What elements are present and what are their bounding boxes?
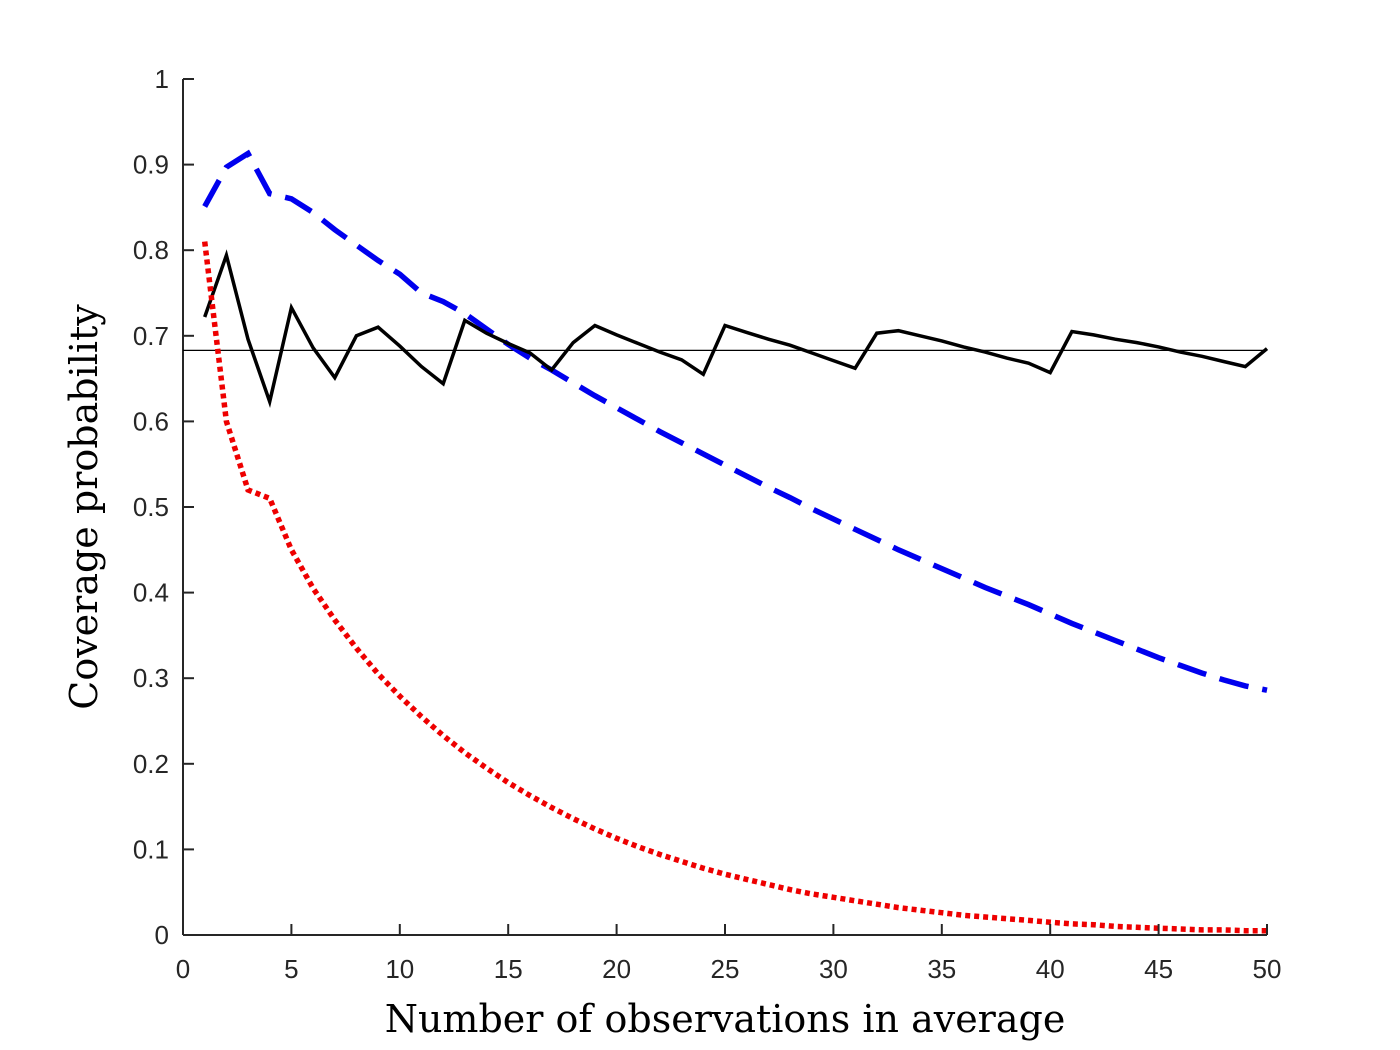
y-tick-label: 0.6 — [133, 406, 169, 436]
series-line-black-solid — [203, 249, 1269, 409]
x-axis-title: Number of observations in average — [385, 997, 1066, 1041]
series-line-red-dotted — [201, 241, 1267, 934]
y-axis-title: Coverage probability — [62, 304, 106, 710]
x-tick-label: 40 — [1036, 954, 1065, 984]
y-tick-label: 0.1 — [133, 834, 169, 864]
y-ticks: 0 0.1 0.2 0.3 0.4 0.5 0.6 0.7 0.8 0.9 1 — [133, 64, 194, 950]
plot-area: 0 5 10 15 20 25 30 35 40 45 50 0 0.1 0.2 0.3 0.4 0.5 0.6… — [133, 64, 1282, 984]
series-layer — [201, 149, 1269, 934]
y-tick-label: 0.8 — [133, 235, 169, 265]
x-tick-label: 25 — [711, 954, 740, 984]
x-tick-label: 45 — [1144, 954, 1173, 984]
y-tick-label: 0.2 — [133, 749, 169, 779]
x-tick-label: 0 — [176, 954, 190, 984]
y-tick-label: 0.3 — [133, 663, 169, 693]
y-tick-label: 0.5 — [133, 492, 169, 522]
x-tick-label: 30 — [819, 954, 848, 984]
x-tick-label: 35 — [927, 954, 956, 984]
y-tick-label: 0.7 — [133, 321, 169, 351]
y-tick-label: 0.9 — [133, 150, 169, 180]
x-tick-label: 5 — [284, 954, 298, 984]
x-tick-label: 10 — [385, 954, 414, 984]
x-tick-label: 20 — [602, 954, 631, 984]
x-ticks: 0 5 10 15 20 25 30 35 40 45 50 — [176, 924, 1282, 984]
series-line-blue-dashed — [202, 149, 1268, 693]
x-tick-label: 50 — [1253, 954, 1282, 984]
y-tick-label: 0.4 — [133, 578, 169, 608]
x-tick-label: 15 — [494, 954, 523, 984]
y-tick-label: 0 — [155, 920, 169, 950]
y-tick-label: 1 — [155, 64, 169, 94]
